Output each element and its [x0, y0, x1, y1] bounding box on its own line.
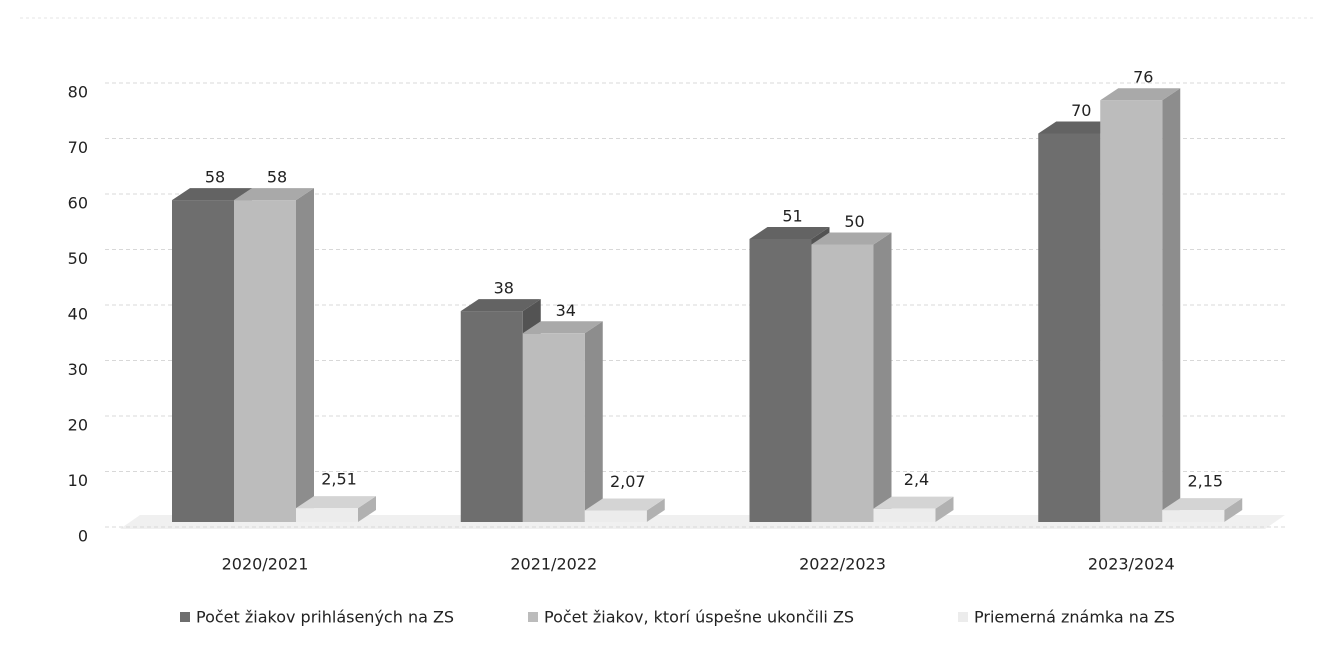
data-label: 50: [844, 212, 864, 231]
x-tick-label: 2020/2021: [222, 555, 309, 574]
legend-label: Počet žiakov prihlásených na ZS: [196, 608, 454, 627]
bar-top: [234, 188, 314, 201]
floor: [120, 515, 1285, 529]
x-tick-label: 2021/2022: [510, 555, 597, 574]
x-tick-label: 2022/2023: [799, 555, 886, 574]
bar-side: [584, 321, 603, 522]
y-tick-label: 70: [68, 138, 88, 157]
legend-marker: [958, 612, 968, 622]
bar-top: [811, 232, 892, 245]
bar-side: [1162, 88, 1181, 522]
bar: [296, 508, 358, 522]
legend-marker: [528, 612, 538, 622]
data-label: 76: [1133, 68, 1153, 87]
y-tick-label: 0: [78, 527, 88, 546]
bar-top: [1038, 121, 1119, 134]
bar: [584, 510, 647, 522]
bar-side: [296, 188, 314, 522]
bar: [749, 238, 812, 522]
y-tick-label: 50: [68, 249, 88, 268]
data-label: 58: [205, 168, 225, 187]
bar: [172, 200, 234, 522]
bar: [811, 244, 874, 522]
y-tick-label: 40: [68, 305, 88, 324]
bar-top: [749, 226, 830, 239]
bar-side: [935, 496, 954, 522]
data-label: 51: [782, 206, 802, 225]
y-tick-label: 60: [68, 194, 88, 213]
bar-side: [1224, 498, 1243, 522]
x-tick-label: 2023/2024: [1088, 555, 1175, 574]
bar-top: [1162, 498, 1243, 511]
data-label: 2,4: [904, 470, 929, 489]
data-label: 70: [1071, 101, 1091, 120]
bar: [234, 200, 296, 522]
bar-top: [1100, 88, 1181, 101]
y-tick-label: 80: [68, 83, 88, 102]
bar: [873, 508, 936, 522]
bar-top: [296, 496, 376, 509]
bar-top: [584, 498, 665, 511]
bar-side: [358, 496, 376, 522]
legend-label: Počet žiakov, ktorí úspešne ukončili ZS: [544, 608, 854, 627]
data-label: 34: [556, 301, 576, 320]
bar-top: [172, 188, 252, 201]
legend-marker: [180, 612, 190, 622]
y-tick-label: 20: [68, 416, 88, 435]
data-label: 2,07: [610, 472, 646, 491]
data-label: 58: [267, 168, 287, 187]
data-label: 2,15: [1187, 472, 1223, 491]
bar: [522, 333, 585, 522]
bar: [1100, 100, 1163, 522]
bar-top: [873, 496, 954, 509]
bar: [460, 311, 523, 522]
bar-side: [646, 498, 665, 522]
data-label: 38: [494, 279, 514, 298]
bar-top: [522, 321, 603, 334]
bar-top: [460, 299, 541, 312]
legend-label: Priemerná známka na ZS: [974, 608, 1175, 627]
bar: [1038, 133, 1101, 522]
bar-side: [873, 232, 892, 522]
y-tick-label: 30: [68, 360, 88, 379]
bar: [1162, 510, 1225, 522]
data-label: 2,51: [321, 470, 357, 489]
y-tick-label: 10: [68, 471, 88, 490]
